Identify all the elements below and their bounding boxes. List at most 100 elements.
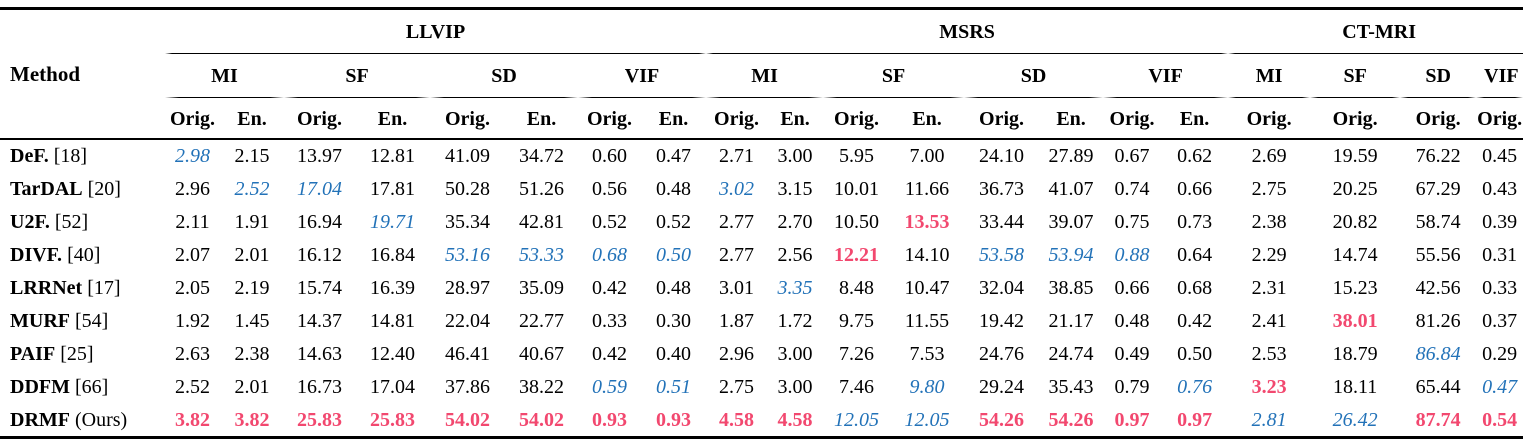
value-cell: 39.07 [1048, 210, 1094, 233]
method-name: PAIF [10, 342, 56, 365]
group-header-llvip: LLVIP [165, 10, 707, 54]
sub-llvip-sf-en: En. [377, 107, 408, 130]
value-cell: 65.44 [1415, 375, 1461, 398]
value-cell: 54.26 [1048, 408, 1094, 431]
value-cell: 3.82 [234, 408, 270, 431]
value-cell: 0.52 [592, 210, 627, 233]
method-cell: U2F. [52] [0, 205, 165, 238]
value-cell: 3.15 [777, 177, 813, 200]
method-cell: LRRNet [17] [0, 271, 165, 304]
value-cell: 35.34 [445, 210, 490, 233]
value-cell: 21.17 [1048, 309, 1094, 332]
method-name: DIVF. [10, 243, 63, 266]
value-cell: 19.71 [370, 210, 415, 233]
value-cell: 0.56 [592, 177, 627, 200]
subcolumn-header-row: Orig. En. Orig. En. Orig. En. Orig. En. … [0, 98, 1523, 139]
method-cell: DeF. [18] [0, 139, 165, 172]
value-cell: 4.58 [777, 408, 813, 431]
metric-msrs-mi: MI [706, 54, 824, 98]
value-cell: 22.04 [445, 309, 490, 332]
table-row: TarDAL [20] 2.96 2.52 17.04 17.81 50.28 51.26 0… [0, 172, 1523, 205]
method-ref: (Ours) [69, 408, 128, 431]
metric-ctmri-sd: SD [1400, 54, 1477, 98]
value-cell: 3.00 [777, 144, 813, 167]
table-row: PAIF [25] 2.63 2.38 14.63 12.40 46.41 40.67 0.4… [0, 337, 1523, 370]
table-row: DDFM [66] 2.52 2.01 16.73 17.04 37.86 38.22 0.5… [0, 370, 1523, 403]
value-cell: 0.45 [1482, 144, 1518, 167]
value-cell: 24.74 [1048, 342, 1094, 365]
value-cell: 1.91 [234, 210, 270, 233]
value-cell: 18.11 [1332, 375, 1378, 398]
value-cell: 3.02 [719, 177, 755, 200]
sub-ctmri-sd-orig: Orig. [1415, 107, 1461, 130]
sub-llvip-sd-orig: Orig. [445, 107, 490, 130]
value-cell: 0.50 [656, 243, 692, 266]
value-cell: 8.48 [839, 276, 875, 299]
method-column-header: Method [10, 62, 80, 86]
value-cell: 2.38 [234, 342, 270, 365]
value-cell: 0.64 [1177, 243, 1213, 266]
value-cell: 42.81 [519, 210, 564, 233]
value-cell: 50.28 [445, 177, 490, 200]
value-cell: 38.85 [1048, 276, 1094, 299]
value-cell: 3.23 [1251, 375, 1287, 398]
method-ref: [18] [48, 144, 88, 167]
value-cell: 2.15 [234, 144, 270, 167]
value-cell: 0.47 [1482, 375, 1518, 398]
value-cell: 18.79 [1332, 342, 1378, 365]
results-table: Method LLVIP MSRS CT-MRI MI SF SD VIF MI… [0, 10, 1523, 436]
value-cell: 2.01 [234, 243, 270, 266]
value-cell: 11.55 [904, 309, 950, 332]
value-cell: 41.07 [1048, 177, 1094, 200]
table-row: LRRNet [17] 2.05 2.19 15.74 16.39 28.97 35.09 0… [0, 271, 1523, 304]
sub-msrs-sd-orig: Orig. [979, 107, 1025, 130]
value-cell: 9.80 [909, 375, 945, 398]
method-name: TarDAL [10, 177, 83, 200]
value-cell: 17.04 [297, 177, 342, 200]
value-cell: 2.96 [175, 177, 210, 200]
value-cell: 7.26 [839, 342, 875, 365]
value-cell: 2.05 [175, 276, 210, 299]
value-cell: 5.95 [839, 144, 875, 167]
value-cell: 0.97 [1177, 408, 1213, 431]
value-cell: 2.53 [1251, 342, 1287, 365]
value-cell: 13.53 [904, 210, 950, 233]
value-cell: 42.56 [1415, 276, 1461, 299]
value-cell: 0.48 [656, 177, 692, 200]
value-cell: 2.69 [1251, 144, 1287, 167]
value-cell: 81.26 [1415, 309, 1461, 332]
value-cell: 0.40 [656, 342, 692, 365]
value-cell: 16.12 [297, 243, 342, 266]
group-header-ct-mri: CT-MRI [1228, 10, 1523, 54]
method-name: U2F. [10, 210, 50, 233]
value-cell: 14.74 [1332, 243, 1378, 266]
value-cell: 37.86 [445, 375, 490, 398]
group-header-row: Method LLVIP MSRS CT-MRI [0, 10, 1523, 85]
method-ref: [52] [49, 210, 89, 233]
value-cell: 20.82 [1332, 210, 1378, 233]
method-name: DRMF [10, 408, 70, 431]
method-cell: DDFM [66] [0, 370, 165, 403]
value-cell: 86.84 [1415, 342, 1461, 365]
value-cell: 0.59 [592, 375, 627, 398]
table-row: DIVF. [40] 2.07 2.01 16.12 16.84 53.16 53.33 0.… [0, 238, 1523, 271]
table-row: MURF [54] 1.92 1.45 14.37 14.81 22.04 22.77 0.3… [0, 304, 1523, 337]
sub-llvip-sd-en: En. [526, 107, 557, 130]
sub-llvip-sf-orig: Orig. [297, 107, 342, 130]
value-cell: 3.00 [777, 342, 813, 365]
value-cell: 2.41 [1251, 309, 1287, 332]
value-cell: 2.98 [175, 144, 210, 167]
metric-llvip-sd: SD [430, 54, 578, 98]
value-cell: 10.47 [904, 276, 950, 299]
metric-llvip-vif: VIF [578, 54, 707, 98]
value-cell: 16.94 [297, 210, 342, 233]
sub-msrs-sf-orig: Orig. [834, 107, 880, 130]
value-cell: 0.42 [592, 342, 627, 365]
metric-ctmri-mi: MI [1228, 54, 1311, 98]
value-cell: 14.10 [904, 243, 950, 266]
value-cell: 0.42 [592, 276, 627, 299]
method-name: LRRNet [10, 276, 83, 299]
header-rule [0, 138, 1523, 140]
value-cell: 3.35 [777, 276, 813, 299]
